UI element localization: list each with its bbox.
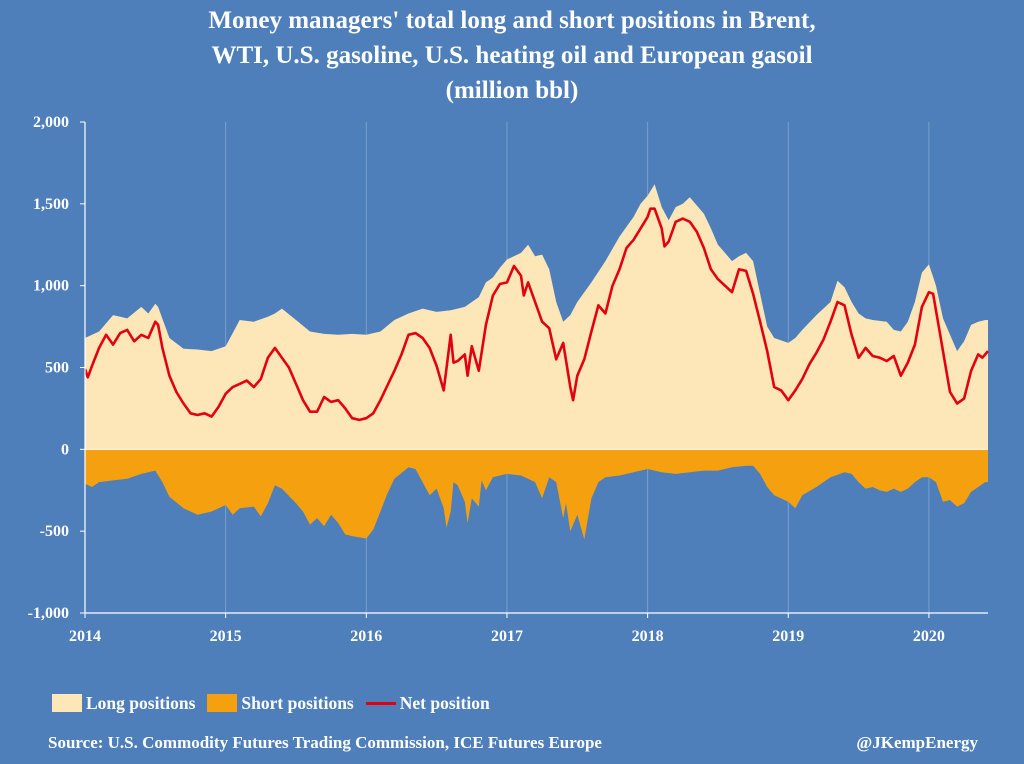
- y-tick-label: 0: [61, 441, 69, 458]
- chart-title: Money managers' total long and short pos…: [0, 3, 1024, 108]
- footer: Source: U.S. Commodity Futures Trading C…: [48, 733, 978, 753]
- axes: [80, 121, 988, 618]
- legend-label-short: Short positions: [241, 692, 354, 713]
- legend: Long positions Short positions Net posit…: [52, 690, 502, 716]
- legend-label-long: Long positions: [86, 692, 196, 713]
- chart-title-line-3: (million bbl): [445, 77, 579, 104]
- legend-item-net: Net position: [365, 692, 490, 714]
- tick-labels: -1,000 -500 0 500 1,000 1,500 2,000 2014 2015 201…: [28, 114, 945, 645]
- legend-item-long: Long positions: [52, 693, 195, 714]
- y-tick-label: -1,000: [28, 605, 69, 622]
- x-tick-label: 2016: [350, 628, 382, 645]
- legend-swatch-net: [365, 701, 396, 705]
- x-tick-label: 2020: [913, 628, 945, 645]
- line-series: [83, 207, 989, 422]
- chart-title-line-2: WTI, U.S. gasoline, U.S. heating oil and…: [211, 42, 813, 69]
- x-tick-label: 2018: [632, 628, 664, 645]
- x-tick-label: 2019: [772, 628, 804, 645]
- author-handle: @JKempEnergy: [856, 733, 978, 752]
- legend-swatch-short: [207, 694, 238, 712]
- net-position-line: [83, 207, 989, 422]
- x-tick-label: 2015: [210, 628, 242, 645]
- long-positions-area: [85, 184, 988, 450]
- short-positions-area: [85, 449, 988, 540]
- y-tick-label: 500: [45, 360, 69, 377]
- chart-title-line-1: Money managers' total long and short pos…: [208, 7, 816, 34]
- legend-swatch-long: [52, 694, 82, 712]
- legend-label-net: Net position: [399, 692, 490, 713]
- source-note: Source: U.S. Commodity Futures Trading C…: [48, 733, 602, 752]
- y-tick-label: 1,000: [33, 278, 69, 295]
- y-tick-label: -500: [40, 523, 69, 540]
- legend-item-short: Short positions: [207, 692, 354, 714]
- x-tick-label: 2014: [69, 628, 101, 645]
- x-tick-label: 2017: [491, 628, 523, 645]
- y-tick-label: 2,000: [33, 114, 69, 131]
- y-tick-label: 1,500: [33, 196, 69, 213]
- area-series: [85, 184, 988, 540]
